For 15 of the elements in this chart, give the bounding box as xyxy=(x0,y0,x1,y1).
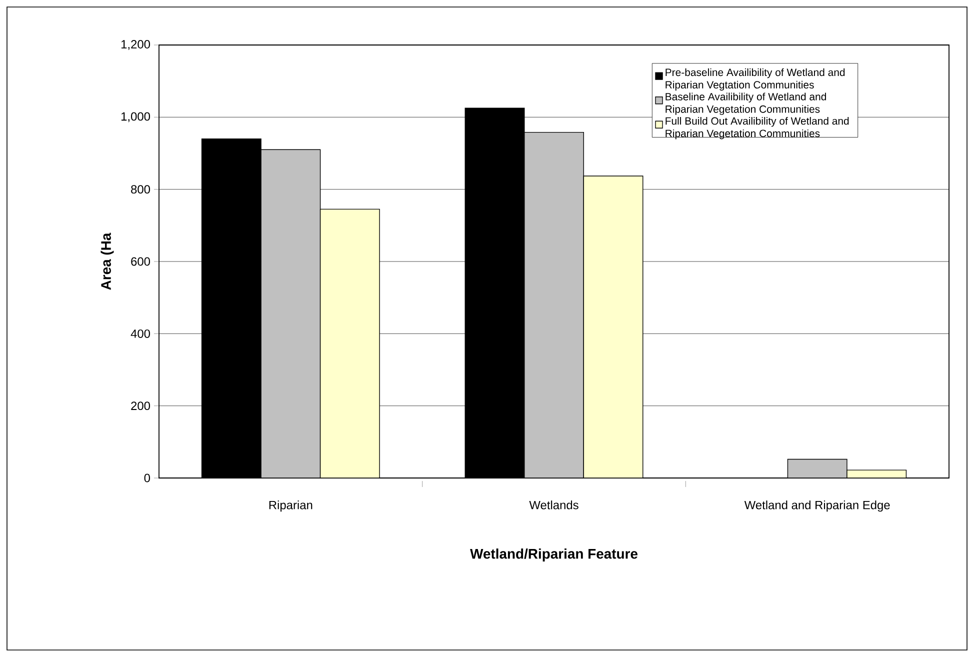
y-tick-label: 400 xyxy=(130,329,150,338)
y-tick-label: 0 xyxy=(144,474,150,482)
x-tick-label: Wetland and Riparian Edge xyxy=(744,500,890,512)
x-tick-label: Wetlands xyxy=(529,500,578,510)
legend-label: Full Build Out Availibility of Wetland and Riparian Vegetation Communities xyxy=(666,117,849,140)
x-tick-label: Riparian xyxy=(269,500,312,512)
y-tick-label: 800 xyxy=(131,185,150,194)
y-tick-label: 1,200 xyxy=(121,40,150,50)
legend-label: Baseline Availibility of Wetland and Riparian Vegetation Communities xyxy=(666,92,826,115)
y-axis-title: Area (Ha xyxy=(100,232,114,290)
y-tick-label: 1,000 xyxy=(121,112,150,122)
legend-label: Pre-baseline Availibility of Wetland and Riparian Vegtation Communities xyxy=(666,68,845,91)
y-tick-label: 200 xyxy=(131,402,150,410)
y-tick-label: 600 xyxy=(131,257,150,266)
x-axis-title: Wetland/Riparian Feature xyxy=(470,548,638,562)
